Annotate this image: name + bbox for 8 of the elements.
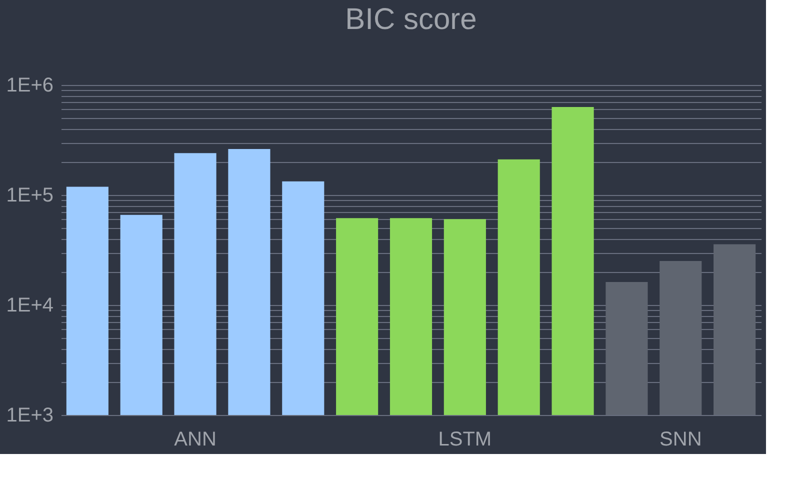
x-tick-label: ANN (174, 428, 216, 450)
x-tick-label: LSTM (438, 428, 492, 450)
x-tick-label: SNN (660, 428, 702, 450)
chart-title: BIC score (345, 3, 477, 36)
y-tick-label: 1E+3 (6, 404, 54, 426)
y-tick-label: 1E+5 (6, 184, 54, 206)
y-tick-label: 1E+6 (6, 74, 54, 96)
y-tick-label: 1E+4 (6, 294, 54, 316)
